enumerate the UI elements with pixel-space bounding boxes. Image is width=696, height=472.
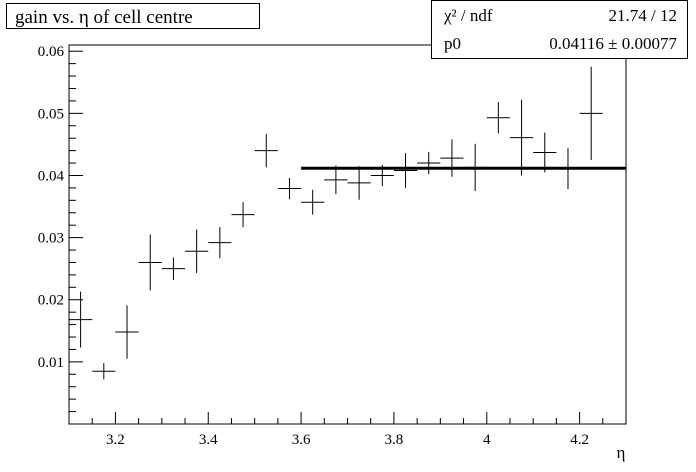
y-tick-label: 0.05 bbox=[38, 106, 64, 122]
data-point bbox=[185, 229, 209, 274]
p0-value: 0.04116 ± 0.00077 bbox=[549, 34, 677, 53]
data-point bbox=[277, 177, 302, 200]
stats-row-chi2: χ² / ndf 21.74 / 12 bbox=[432, 3, 687, 29]
data-point bbox=[579, 66, 603, 160]
chart-title: gain vs. η of cell centre bbox=[15, 7, 193, 28]
chi2-label: χ² / ndf bbox=[444, 6, 493, 25]
data-point bbox=[440, 139, 464, 177]
y-tick-label: 0.03 bbox=[38, 231, 64, 247]
y-tick-label: 0.04 bbox=[38, 168, 65, 184]
x-tick-label: 3.2 bbox=[106, 432, 125, 448]
data-point bbox=[69, 291, 93, 348]
data-point bbox=[208, 227, 232, 259]
p0-label: p0 bbox=[444, 34, 461, 53]
data-point bbox=[115, 305, 139, 359]
data-point bbox=[417, 151, 441, 175]
data-point bbox=[486, 102, 510, 134]
data-point bbox=[301, 189, 325, 215]
data-point bbox=[92, 363, 116, 380]
axis-ticks: 3.2 3.4 3.6 3.8 4 4.2 0.01 0.02 0.03 0.04 0.05 0.06 bbox=[38, 44, 627, 448]
x-tick-label: 3.4 bbox=[199, 432, 218, 448]
chi2-value: 21.74 / 12 bbox=[608, 6, 677, 25]
data-point bbox=[161, 257, 186, 280]
x-tick-label: 3.6 bbox=[292, 432, 311, 448]
x-tick-label: 3.8 bbox=[385, 432, 404, 448]
y-tick-label: 0.06 bbox=[38, 44, 65, 60]
data-points bbox=[69, 66, 603, 380]
data-point bbox=[533, 132, 557, 173]
x-tick-label: 4.2 bbox=[570, 432, 589, 448]
y-tick-label: 0.01 bbox=[38, 355, 64, 371]
data-point bbox=[231, 202, 255, 228]
data-point bbox=[324, 165, 348, 195]
stats-row-p0: p0 0.04116 ± 0.00077 bbox=[432, 31, 687, 57]
data-point bbox=[509, 99, 534, 176]
stats-box: χ² / ndf 21.74 / 12 p0 0.04116 ± 0.00077 bbox=[431, 0, 688, 59]
data-point bbox=[254, 133, 278, 168]
data-point bbox=[347, 166, 371, 200]
y-tick-label: 0.02 bbox=[38, 293, 64, 309]
plot-frame-rect bbox=[68, 44, 627, 425]
data-point bbox=[393, 153, 418, 188]
x-axis-label: η bbox=[617, 443, 626, 462]
data-point bbox=[138, 234, 162, 291]
plot-frame bbox=[68, 44, 627, 425]
x-tick-label: 4 bbox=[483, 432, 491, 448]
chart-title-box: gain vs. η of cell centre bbox=[6, 3, 260, 29]
